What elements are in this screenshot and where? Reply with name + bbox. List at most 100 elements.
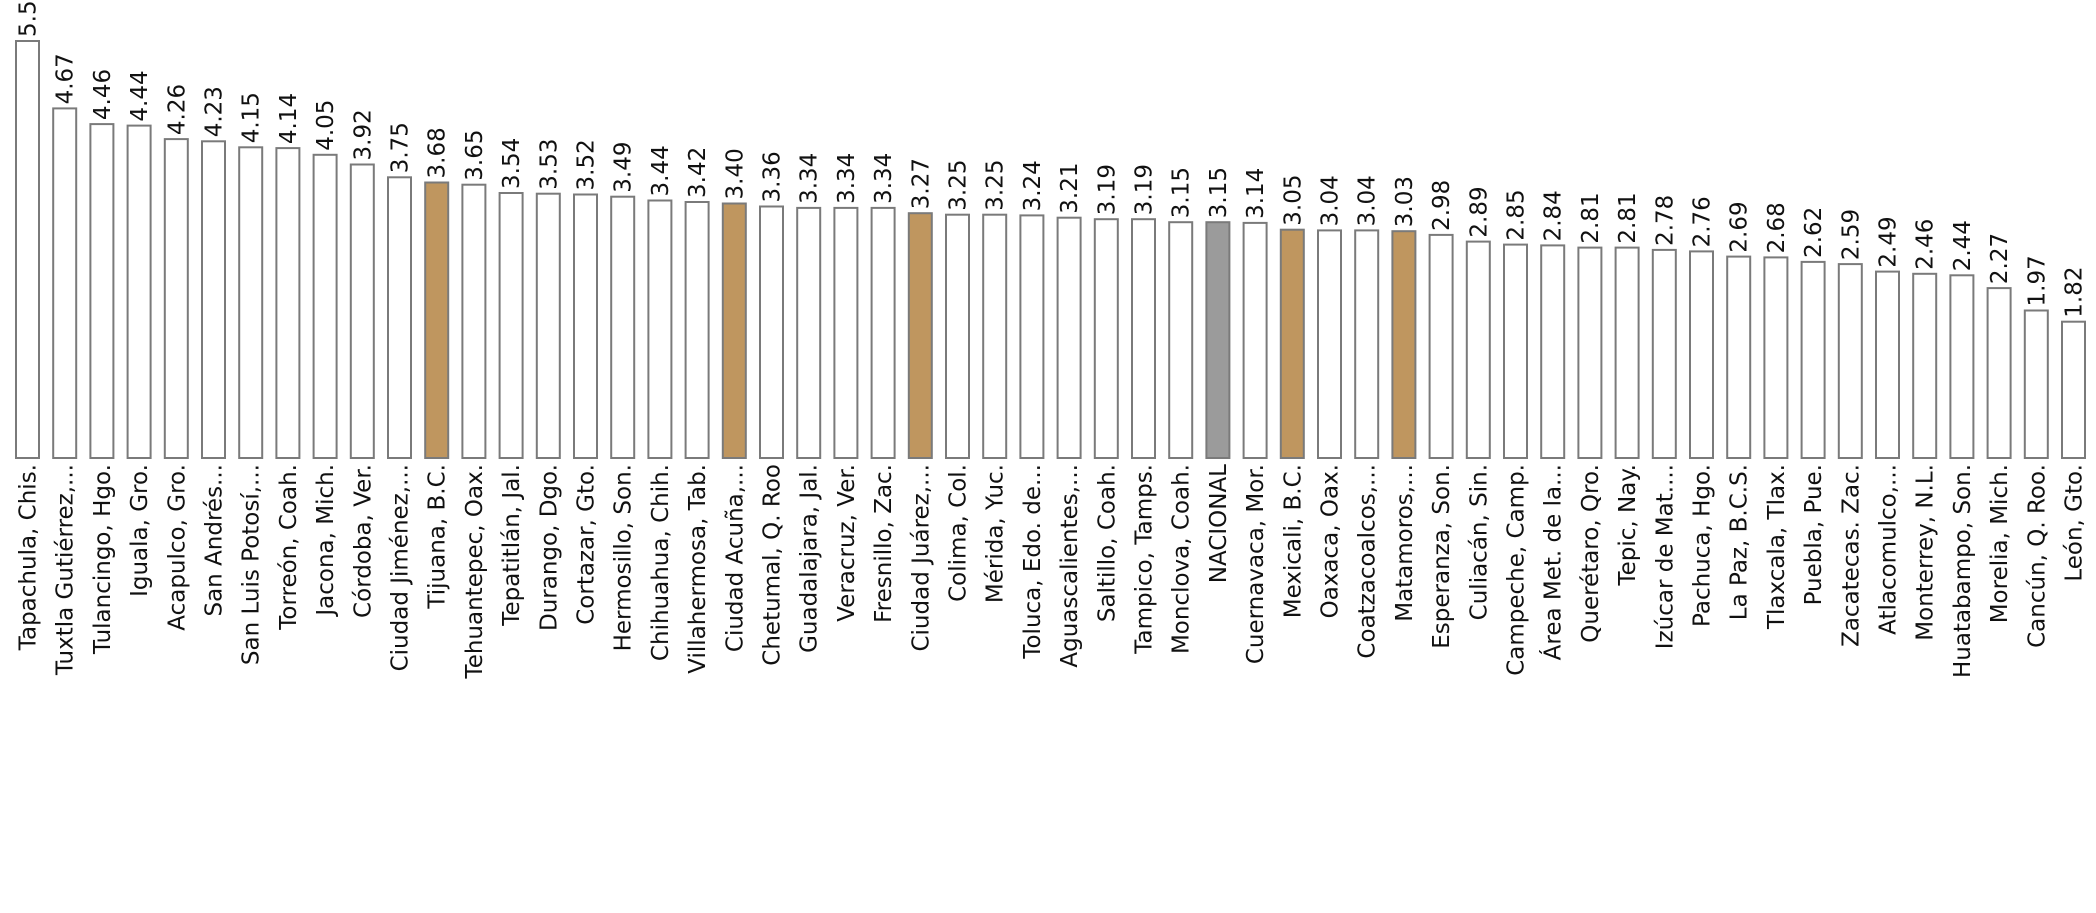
category-label-9: Córdoba, Ver. — [350, 464, 376, 618]
category-label-51: Monterrey, N.L. — [1913, 464, 1939, 641]
category-label-35: Oaxaca, Oax. — [1318, 464, 1344, 618]
value-label-3: 4.44 — [127, 70, 153, 121]
value-label-47: 2.68 — [1764, 202, 1790, 253]
value-label-27: 3.24 — [1020, 160, 1046, 211]
value-label-15: 3.52 — [574, 139, 600, 190]
bar-41 — [1540, 244, 1566, 459]
value-label-21: 3.34 — [797, 153, 823, 204]
bar-38 — [1428, 233, 1454, 459]
value-label-36: 3.04 — [1355, 175, 1381, 226]
value-label-31: 3.15 — [1169, 167, 1195, 218]
category-label-25: Colima, Col. — [946, 464, 972, 602]
category-label-14: Durango, Dgo. — [536, 464, 562, 631]
value-label-54: 1.97 — [2024, 255, 2050, 306]
bar-46 — [1726, 255, 1752, 459]
bar-21 — [796, 206, 822, 459]
category-label-5: San Andrés... — [202, 464, 228, 617]
bar-49 — [1837, 263, 1863, 459]
bar-31 — [1168, 221, 1194, 459]
category-label-39: Culiacán, Sin. — [1466, 464, 1492, 620]
category-label-43: Tepic, Nay. — [1615, 464, 1641, 587]
value-label-13: 3.54 — [499, 138, 525, 189]
value-label-44: 2.78 — [1652, 195, 1678, 246]
value-label-17: 3.44 — [648, 145, 674, 196]
category-label-48: Puebla, Pue. — [1801, 464, 1827, 605]
category-label-36: Coatzacoalcos,... — [1355, 464, 1381, 659]
value-label-32: 3.15 — [1206, 167, 1232, 218]
value-label-28: 3.21 — [1057, 162, 1083, 213]
category-label-42: Querétaro, Qro. — [1578, 464, 1604, 643]
category-label-37: Matamoros,... — [1392, 464, 1418, 622]
category-label-32: NACIONAL — [1206, 464, 1232, 583]
category-label-34: Mexicali, B.C. — [1280, 464, 1306, 618]
bar-12 — [461, 183, 487, 459]
bar-28 — [1056, 216, 1082, 459]
value-label-7: 4.14 — [276, 93, 302, 144]
bar-48 — [1800, 260, 1826, 459]
bar-43 — [1614, 246, 1640, 459]
bar-0 — [15, 40, 40, 459]
bar-26 — [982, 213, 1008, 459]
value-label-14: 3.53 — [536, 138, 562, 189]
bar-55 — [2061, 320, 2086, 460]
value-label-24: 3.27 — [908, 158, 934, 209]
category-label-16: Hermosillo, Son. — [611, 464, 637, 651]
category-label-17: Chihuahua, Chih. — [648, 464, 674, 661]
value-label-20: 3.36 — [760, 151, 786, 202]
value-label-26: 3.25 — [983, 159, 1009, 210]
value-label-2: 4.46 — [90, 69, 116, 120]
category-label-0: Tapachula, Chis. — [16, 464, 42, 651]
bar-35 — [1317, 229, 1342, 459]
bar-18 — [684, 201, 710, 459]
category-label-22: Veracruz, Ver. — [834, 464, 860, 622]
value-label-5: 4.23 — [202, 86, 228, 137]
value-label-6: 4.15 — [239, 92, 265, 143]
bar-15 — [573, 193, 598, 459]
bar-5 — [201, 140, 226, 460]
category-label-41: Área Met. de la... — [1539, 464, 1567, 660]
value-label-11: 3.68 — [425, 127, 451, 178]
category-label-53: Morelia, Mich. — [1987, 464, 2013, 623]
value-label-51: 2.46 — [1913, 219, 1939, 270]
bar-11 — [424, 181, 450, 459]
category-label-54: Cancún, Q. Roo. — [2024, 464, 2050, 648]
category-label-46: La Paz, B.C.S. — [1727, 464, 1753, 620]
category-label-19: Ciudad Acuña,... — [722, 464, 748, 652]
bar-40 — [1503, 243, 1528, 459]
value-label-50: 2.49 — [1876, 216, 1902, 267]
bar-30 — [1131, 218, 1156, 459]
category-label-18: Villahermosa, Tab. — [685, 464, 711, 674]
bar-54 — [2023, 309, 2049, 459]
bar-29 — [1093, 218, 1119, 459]
bar-36 — [1354, 229, 1380, 459]
category-label-2: Tulancingo, Hgo. — [90, 464, 116, 655]
category-label-8: Jacona, Mich. — [313, 464, 339, 618]
category-label-3: Iguala, Gro. — [127, 464, 153, 597]
category-label-31: Monclova, Coah. — [1169, 464, 1195, 654]
bar-17 — [647, 199, 673, 459]
bar-4 — [163, 138, 189, 459]
value-label-49: 2.59 — [1838, 209, 1864, 260]
bar-34 — [1279, 228, 1305, 459]
category-label-50: Atlacomulco,... — [1876, 464, 1902, 635]
value-label-18: 3.42 — [685, 147, 711, 198]
value-label-16: 3.49 — [611, 141, 637, 192]
value-label-45: 2.76 — [1690, 196, 1716, 247]
value-label-40: 2.85 — [1504, 189, 1530, 240]
value-label-12: 3.65 — [462, 129, 488, 180]
bar-25 — [945, 213, 970, 459]
category-label-7: Torreón, Coah. — [276, 464, 302, 631]
bar-16 — [610, 195, 636, 459]
value-label-23: 3.34 — [871, 153, 897, 204]
category-label-55: León, Gto. — [2062, 464, 2088, 582]
bar-7 — [275, 147, 301, 459]
bar-9 — [349, 163, 375, 459]
bar-8 — [312, 153, 338, 460]
bar-33 — [1242, 221, 1268, 459]
category-label-40: Campeche, Camp. — [1504, 464, 1530, 676]
category-label-24: Ciudad Juárez,... — [908, 464, 934, 652]
category-label-28: Aguascalientes,... — [1057, 464, 1083, 668]
value-label-35: 3.04 — [1318, 175, 1344, 226]
category-label-13: Tepatitlán, Jal. — [499, 464, 525, 627]
category-label-26: Mérida, Yuc. — [983, 464, 1009, 603]
